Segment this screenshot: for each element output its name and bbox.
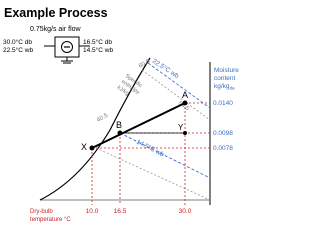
point-b: [117, 130, 123, 136]
coil-unit: [44, 36, 90, 64]
diagram: Example Process 0.75kg/s air flow 30.0°C…: [3, 6, 239, 223]
point-x: [89, 145, 95, 151]
enthalpy-lines: [95, 69, 211, 201]
point-y: [183, 131, 187, 135]
point-label: B: [116, 120, 122, 130]
guide-lines: [91, 102, 210, 205]
temp-label: Dry-bulb: [30, 209, 53, 215]
moisture-label: content: [214, 75, 236, 82]
moisture-unit: kg/kg: [214, 83, 230, 90]
flow-label: 0.75kg/s air flow: [30, 26, 82, 33]
temp-label: temperature °C: [30, 217, 71, 223]
inlet-db: 30.0°C db: [3, 38, 32, 46]
point-label: A: [182, 90, 188, 100]
enthalpy-label: Specific enthalpy kJ/kg: [116, 73, 143, 97]
temp-tick: 16.5: [114, 208, 127, 215]
enthalpy-value: 40.5: [96, 112, 110, 123]
enthalpy-value: 54.5: [177, 101, 191, 113]
outlet-wb: 14.5°C wb: [83, 46, 113, 54]
inlet-wb: 22.5°C wb: [3, 46, 33, 54]
moisture-tick: 0.0078: [213, 145, 233, 152]
moisture-label: Moisture: [214, 67, 239, 74]
point-label: Y: [178, 123, 184, 132]
saturation-curve: [39, 57, 151, 201]
wet-bulb-label: 22.5°C wb: [151, 57, 181, 80]
process-line: [91, 102, 186, 149]
temp-tick: 30.0: [179, 208, 192, 215]
state-points: [89, 100, 188, 151]
moisture-unit-sub: da: [230, 86, 236, 91]
outlet-db: 16.5°C db: [83, 38, 112, 46]
point-a: [182, 100, 188, 106]
enthalpy-value: 60.0: [138, 58, 152, 69]
title: Example Process: [4, 6, 108, 20]
moisture-tick: 0.0140: [213, 100, 233, 107]
moisture-label: kg/kgda: [214, 83, 235, 91]
wet-bulb-lines: [119, 62, 211, 179]
moisture-tick: 0.0098: [213, 130, 233, 137]
temp-tick: 10.0: [86, 208, 99, 215]
point-label: X: [81, 142, 87, 152]
